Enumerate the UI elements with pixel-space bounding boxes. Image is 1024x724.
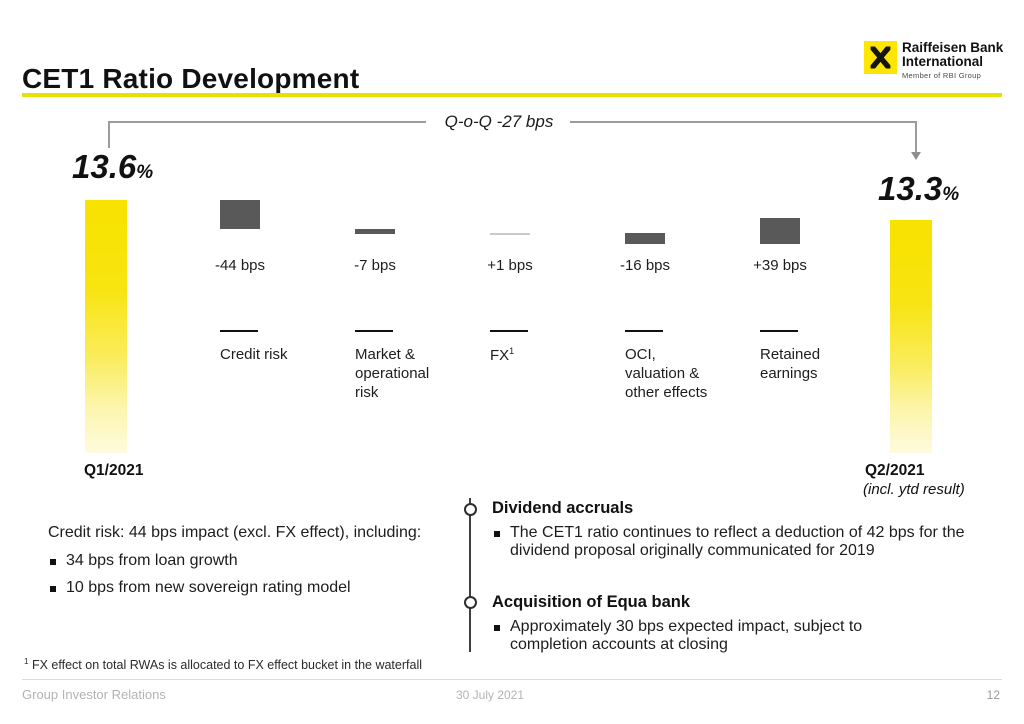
timeline-dot-icon — [464, 503, 477, 516]
note-intro: Credit risk: 44 bps impact (excl. FX eff… — [48, 524, 422, 541]
category-dash — [220, 330, 258, 332]
raiffeisen-gable-cross-icon — [864, 41, 897, 74]
bullet-text: 10 bps from new sovereign rating model — [66, 579, 351, 596]
bullet-text: Approximately 30 bps expected impact, su… — [510, 618, 863, 653]
category-dash — [490, 330, 528, 332]
bracket-line-right — [570, 121, 917, 123]
delta-bar-1 — [220, 200, 260, 230]
category-dash — [355, 330, 393, 332]
end-bar — [890, 220, 932, 453]
category-label: OCI, valuation & other effects — [625, 346, 708, 401]
qoq-annotation: Q-o-Q -27 bps — [444, 112, 554, 131]
footnote: 1 FX effect on total RWAs is allocated t… — [24, 657, 422, 673]
title-underline — [22, 93, 1002, 97]
delta-bar-2 — [355, 229, 395, 234]
bullet-square-icon — [50, 559, 56, 565]
credit-risk-note: Credit risk: 44 bps impact (excl. FX eff… — [48, 524, 468, 597]
footnote-marker: 1 — [24, 657, 29, 666]
category-dash — [760, 330, 798, 332]
delta-value-4: -16 bps — [619, 257, 671, 274]
timeline-line — [469, 498, 471, 652]
logo-line2: International — [902, 53, 984, 69]
bracket-tick-left — [108, 121, 110, 148]
delta-value-2: -7 bps — [354, 257, 396, 274]
list-item: The CET1 ratio continues to reflect a de… — [492, 524, 1012, 560]
bullet-square-icon — [50, 586, 56, 592]
category-label: Retained earnings — [760, 346, 821, 382]
list-item: 10 bps from new sovereign rating model — [48, 579, 468, 597]
section-heading: Acquisition of Equa bank — [492, 593, 691, 611]
end-axis-sublabel: (incl. ytd result) — [863, 481, 965, 498]
category-label: Credit risk — [220, 346, 288, 363]
delta-value-5: +39 bps — [753, 257, 807, 274]
section-heading: Dividend accruals — [492, 499, 634, 517]
rbi-logo: Raiffeisen Bank International Member of … — [864, 41, 1003, 79]
start-axis-label: Q1/2021 — [84, 462, 144, 479]
logo-subtitle: Member of RBI Group — [902, 70, 982, 80]
delta-bar-4 — [625, 233, 665, 244]
bullet-text: 34 bps from loan growth — [66, 552, 238, 569]
footer-department: Group Investor Relations — [22, 687, 166, 702]
equa-bank-section: Acquisition of Equa bank Approximately 3… — [492, 593, 1012, 654]
footer-date: 30 July 2021 — [455, 688, 525, 702]
end-axis-label: Q2/2021 — [865, 462, 925, 479]
page-title: CET1 Ratio Development — [22, 62, 360, 94]
category-label: FX1 — [490, 346, 515, 364]
list-item: Approximately 30 bps expected impact, su… — [492, 618, 1012, 654]
start-value: 13.6% — [72, 148, 154, 185]
bracket-line-left — [108, 121, 426, 123]
logo-line1: Raiffeisen Bank — [902, 40, 1004, 55]
bracket-drop-right — [915, 121, 917, 152]
down-arrow-icon — [911, 152, 921, 160]
category-label: Market & operational risk — [355, 346, 430, 401]
delta-bar-3 — [490, 233, 530, 236]
bullet-square-icon — [494, 625, 500, 631]
delta-bar-5 — [760, 218, 800, 244]
bullet-square-icon — [494, 531, 500, 537]
end-value: 13.3% — [878, 170, 960, 207]
page-number: 12 — [986, 688, 1000, 702]
start-bar — [85, 200, 127, 453]
delta-value-1: -44 bps — [214, 257, 266, 274]
footer-divider — [22, 679, 1002, 680]
dividend-accruals-section: Dividend accruals The CET1 ratio continu… — [492, 499, 1012, 560]
delta-value-3: +1 bps — [487, 257, 533, 274]
list-item: 34 bps from loan growth — [48, 552, 468, 570]
category-dash — [625, 330, 663, 332]
timeline-dot-icon — [464, 596, 477, 609]
bullet-text: The CET1 ratio continues to reflect a de… — [510, 524, 965, 559]
